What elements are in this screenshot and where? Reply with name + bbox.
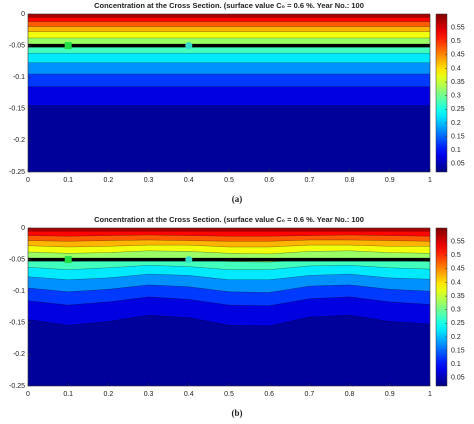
colorbar <box>435 227 448 387</box>
colorbar-tick-label: 0.1 <box>451 361 461 368</box>
y-tick-label: -0.15 <box>9 320 25 327</box>
contour-line <box>28 244 430 248</box>
contour-line <box>28 234 430 237</box>
x-tick-label: 0.6 <box>264 177 274 184</box>
colorbar-tick-label: 0.15 <box>451 133 465 140</box>
plot-area <box>28 14 430 172</box>
plot-area <box>28 228 430 386</box>
x-tick-label: 0.7 <box>305 391 315 398</box>
x-tick-label: 0.6 <box>264 391 274 398</box>
y-tick-label: -0.25 <box>9 169 25 176</box>
colorbar-tick-label: 0.35 <box>451 293 465 300</box>
contour-line <box>28 250 430 255</box>
x-tick-label: 0.5 <box>224 391 234 398</box>
y-tick-label: -0.2 <box>13 351 25 358</box>
colorbar-tick-label: 0.55 <box>451 24 465 31</box>
colorbar-tick-label: 0.15 <box>451 347 465 354</box>
x-tick-label: 0.4 <box>184 177 194 184</box>
contour-line <box>28 239 430 242</box>
y-tick-label: -0.1 <box>13 288 25 295</box>
point <box>185 256 193 264</box>
contour-band <box>28 228 430 232</box>
contour-line <box>28 284 430 293</box>
contour-band <box>28 14 430 18</box>
x-tick-label: 0.2 <box>104 391 114 398</box>
colorbar-tick-label: 0.45 <box>451 52 465 59</box>
x-tick-label: 0.3 <box>144 391 154 398</box>
x-tick-label: 1 <box>428 391 432 398</box>
colorbar-tick-label: 0.45 <box>451 266 465 273</box>
x-tick-label: 0.9 <box>385 391 395 398</box>
colorbar-tick-label: 0.5 <box>451 38 461 45</box>
x-tick-label: 0 <box>26 391 30 398</box>
y-tick-label: -0.1 <box>13 74 25 81</box>
y-tick-label: -0.05 <box>9 256 25 263</box>
caption: (a) <box>232 194 243 204</box>
x-tick-label: 0.1 <box>63 391 73 398</box>
x-tick-label: 0.1 <box>63 177 73 184</box>
colorbar-tick-label: 0.4 <box>451 65 461 72</box>
y-tick-label: -0.2 <box>13 137 25 144</box>
x-tick-label: 0.5 <box>224 177 234 184</box>
chart-title: Concentration at the Cross Section. (sur… <box>94 215 364 224</box>
colorbar-tick-label: 0.3 <box>451 93 461 100</box>
colorbar-tick-label: 0.05 <box>451 375 465 382</box>
x-tick-label: 0.7 <box>305 177 315 184</box>
x-tick-label: 0 <box>26 177 30 184</box>
x-tick-label: 0.2 <box>104 177 114 184</box>
colorbar-tick-label: 0.3 <box>451 307 461 314</box>
x-tick-label: 0.9 <box>385 177 395 184</box>
caption: (b) <box>232 408 243 418</box>
contour-line <box>28 296 430 306</box>
colorbar-tick-label: 0.4 <box>451 279 461 286</box>
chart-title: Concentration at the Cross Section. (sur… <box>94 1 364 10</box>
point <box>64 256 72 264</box>
colorbar-tick-label: 0.2 <box>451 334 461 341</box>
colorbar-tick-label: 0.2 <box>451 120 461 127</box>
x-tick-label: 0.3 <box>144 177 154 184</box>
colorbar-tick-label: 0.5 <box>451 252 461 259</box>
y-tick-label: -0.25 <box>9 383 25 390</box>
x-tick-label: 0.4 <box>184 391 194 398</box>
point <box>64 42 72 50</box>
colorbar-tick-label: 0.05 <box>451 161 465 168</box>
y-tick-label: 0 <box>21 11 25 18</box>
colorbar-tick-label: 0.35 <box>451 79 465 86</box>
colorbar-tick-label: 0.1 <box>451 147 461 154</box>
y-tick-label: -0.05 <box>9 42 25 49</box>
colorbar-tick-label: 0.55 <box>451 238 465 245</box>
colorbar <box>435 13 448 173</box>
y-tick-label: -0.15 <box>9 106 25 113</box>
x-tick-label: 0.8 <box>345 391 355 398</box>
contour-line <box>28 265 430 270</box>
y-tick-label: 0 <box>21 225 25 232</box>
x-tick-label: 1 <box>428 177 432 184</box>
x-tick-label: 0.8 <box>345 177 355 184</box>
colorbar-tick-label: 0.25 <box>451 320 465 327</box>
contour-line <box>28 273 430 281</box>
colorbar-tick-label: 0.25 <box>451 106 465 113</box>
point <box>185 42 193 50</box>
contour-line <box>28 314 430 327</box>
